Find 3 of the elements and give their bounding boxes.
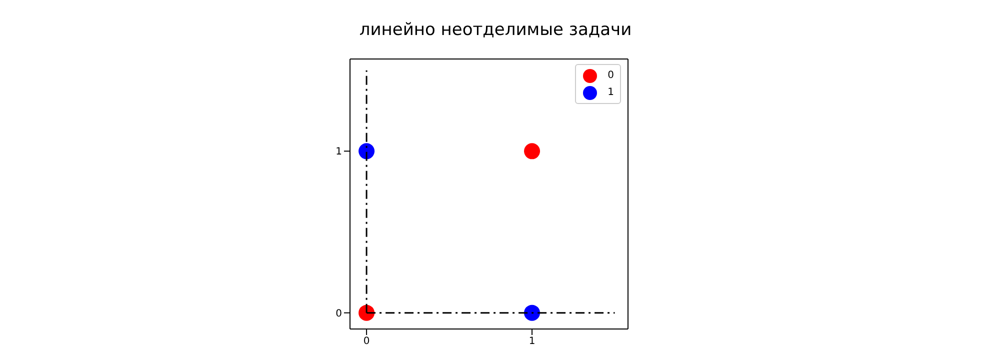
- chart-title: линейно неотделимые задачи: [358, 19, 633, 42]
- legend-label: 0: [608, 70, 614, 81]
- legend-label: 1: [608, 87, 614, 98]
